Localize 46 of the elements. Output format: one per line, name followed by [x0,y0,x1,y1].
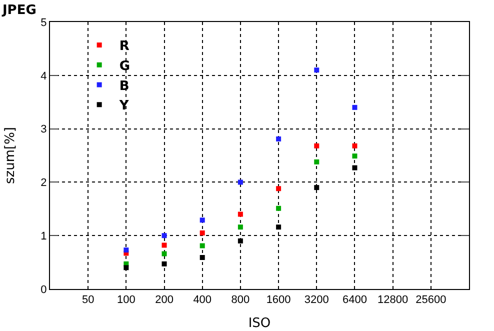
point [314,185,320,190]
legend-label: G [119,58,130,74]
point [200,230,205,236]
point [124,248,129,253]
point [314,143,320,148]
point [238,180,243,185]
x-tick-label: 6400 [342,294,367,306]
point [276,186,282,192]
point [162,233,167,238]
x-tick-label: 200 [155,294,174,306]
point [276,136,282,142]
point [314,68,320,73]
x-axis-title: ISO [248,316,271,331]
point [124,265,129,270]
point [276,224,282,230]
x-tick-label: 50 [82,294,94,306]
point [200,243,205,248]
x-tick-label: 800 [231,294,250,306]
x-tick-label: 100 [117,294,136,306]
point [238,238,243,244]
y-tick-label: 2 [40,177,47,190]
point [162,251,167,256]
x-tick-label: 1600 [266,294,291,306]
x-tick-label: 12800 [378,294,408,306]
point [238,212,243,217]
point [200,218,205,223]
y-tick-label: 4 [40,70,47,82]
y-axis-title: szum[%] [3,127,18,184]
point [352,154,358,159]
point [276,206,282,211]
point [200,254,205,260]
point [162,242,167,248]
y-tick-label: 3 [40,124,47,136]
point [238,224,243,230]
y-tick-label: 5 [40,16,47,29]
point [162,261,167,266]
chart-title: JPEG [1,3,36,18]
x-tick-label: 400 [193,294,212,306]
x-tick-label: 3200 [304,294,329,306]
x-tick-label: 25600 [416,294,446,306]
point [352,165,358,170]
point [352,143,358,148]
point [314,159,320,164]
y-tick-label: 0 [40,284,47,296]
point [352,104,358,110]
y-tick-label: 1 [40,230,47,242]
